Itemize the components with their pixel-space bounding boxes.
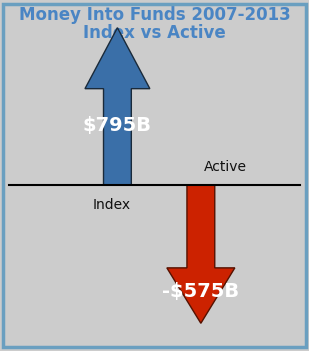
Text: Active: Active — [204, 160, 247, 174]
Text: -$575B: -$575B — [162, 283, 239, 302]
Text: $795B: $795B — [83, 116, 152, 135]
Text: Index: Index — [92, 198, 130, 212]
Polygon shape — [85, 28, 150, 185]
Text: Index vs Active: Index vs Active — [83, 24, 226, 42]
Polygon shape — [167, 185, 235, 323]
Text: Money Into Funds 2007-2013: Money Into Funds 2007-2013 — [19, 6, 290, 24]
